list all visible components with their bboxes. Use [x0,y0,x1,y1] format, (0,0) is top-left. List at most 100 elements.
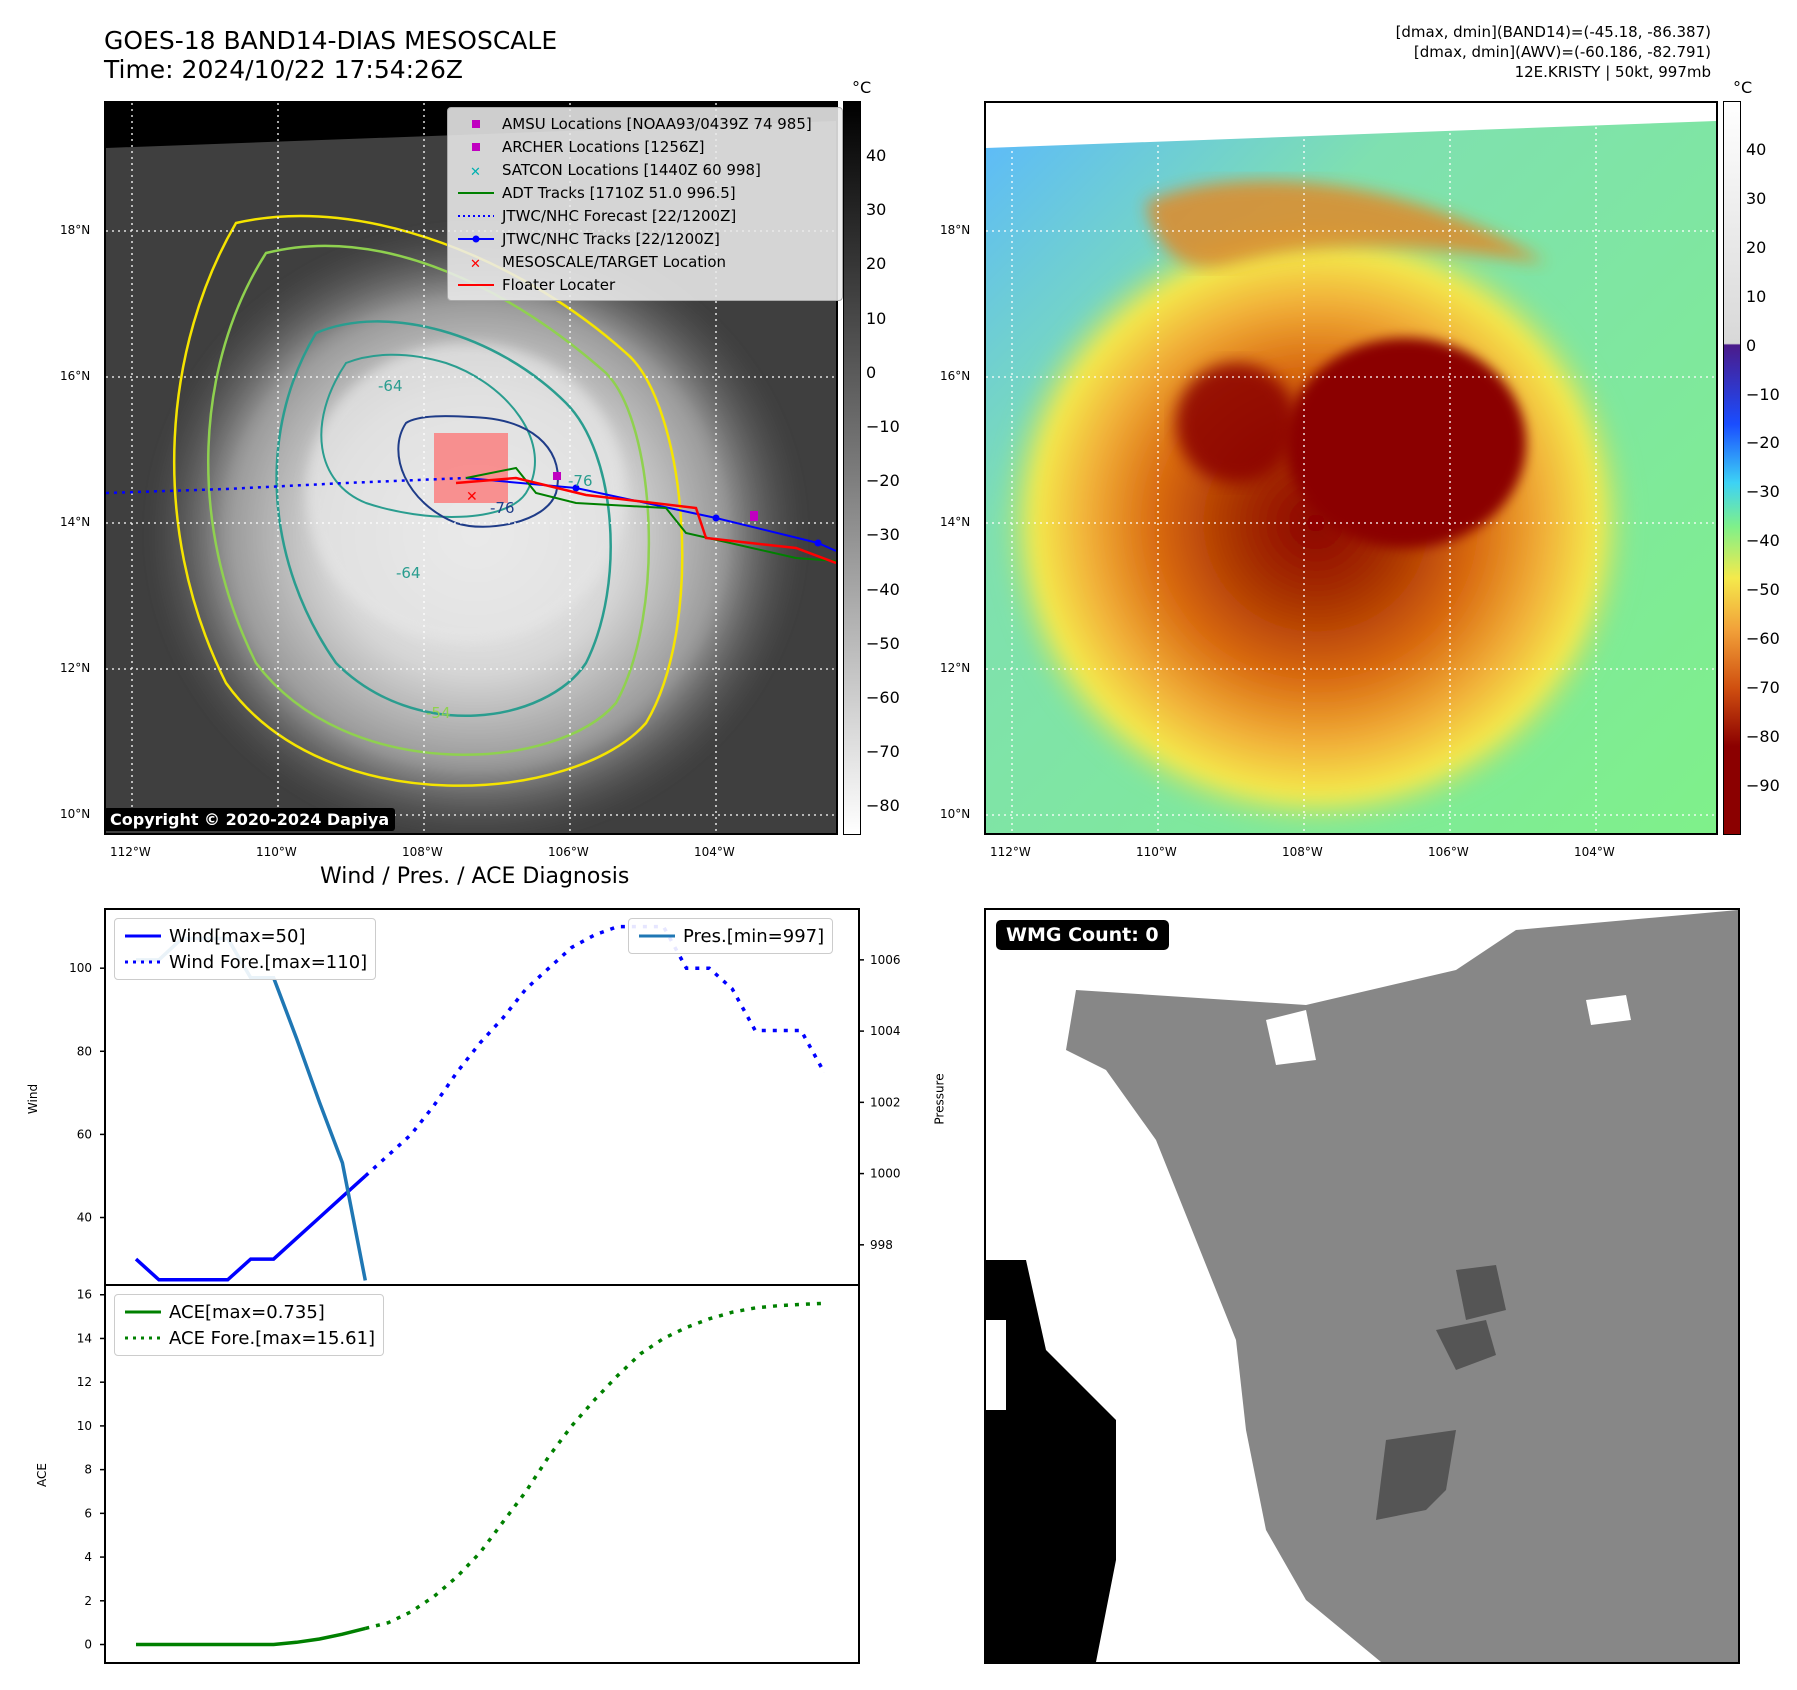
colorbar-tick-label: −10 [866,417,900,436]
svg-text:✕: ✕ [470,257,481,271]
lon-tick: 112°W [990,845,1031,859]
wmg-white-patch [1586,995,1631,1025]
colorbar-tick-label: −90 [1746,775,1780,795]
colorbar-tick-label: −30 [1746,482,1780,502]
awv-no-data-strip [986,103,1716,148]
ace-axis-tick-label: 10 [77,1419,92,1433]
amsu-location-marker [750,511,758,521]
legend-item-jtwc-tracks: JTWC/NHC Tracks [22/1200Z] [456,227,836,250]
contour-label: -76 [568,472,593,490]
target-x-marker: ✕ [466,489,478,505]
lat-tick: 14°N [940,515,971,529]
legend-label: Wind Fore.[max=110] [169,951,368,973]
legend-item-satcon: ✕ SATCON Locations [1440Z 60 998] [456,158,836,181]
legend-line-icon [458,191,494,194]
lat-tick: 16°N [940,369,971,383]
legend-label: AMSU Locations [NOAA93/0439Z 74 985] [502,114,812,133]
stats-line-2: [dmax, dmin](AWV)=(-60.186, -82.791) [1413,43,1711,61]
pressure-axis-tick-label: 1000 [870,1167,901,1181]
wind-axis-tick-label: 100 [69,961,92,975]
title-line-1: GOES-18 BAND14-DIAS MESOSCALE [104,26,558,55]
pressure-series-line-0 [136,936,368,1281]
ace-chart [104,1284,860,1664]
lat-tick: 10°N [940,807,971,821]
lat-tick: 10°N [60,807,91,821]
stats-line-3: 12E.KRISTY | 50kt, 997mb [1514,63,1711,81]
wind-axis-label: Wind [26,1083,41,1115]
band14-colorbar [843,101,861,835]
colorbar-tick-label: 10 [866,308,887,328]
chart-title: GOES-18 BAND14-DIAS MESOSCALE Time: 2024… [104,26,557,84]
wind-legend: Wind[max=50] Wind Fore.[max=110] [114,918,377,980]
legend-item-wind-forecast: Wind Fore.[max=110] [123,949,367,975]
contour-navy [397,415,559,528]
ace-axis-tick-label: 6 [84,1506,92,1520]
legend-label: Pres.[min=997] [683,925,825,947]
lon-tick: 106°W [548,845,589,859]
lon-tick: 112°W [110,845,151,859]
colorbar-tick-label: 40 [1746,140,1767,159]
wind-axis-tick-label: 60 [77,1127,92,1141]
legend-item-ace: ACE[max=0.735] [123,1299,375,1325]
legend-item-pressure: Pres.[min=997] [637,923,824,949]
contour-teal [275,320,612,717]
contour-label: -64 [396,564,421,582]
contour-label: -54 [426,704,451,722]
lon-tick: 104°W [694,845,735,859]
colorbar-tick-label: 0 [866,362,877,382]
wmg-dark-patch [1456,1265,1506,1320]
ace-axis-tick-label: 12 [77,1375,92,1389]
colorbar-tick-label: −40 [866,579,900,599]
colorbar-tick-label: 10 [1746,286,1767,306]
colorbar-tick-label: −70 [1746,677,1780,697]
legend-dotted-line-icon [125,960,161,964]
wmg-dark-patch [1436,1320,1496,1370]
ace-axis-tick-label: 0 [84,1638,92,1652]
colorbar-tick-label: −80 [866,796,900,816]
legend-item-floater: Floater Locater [456,273,836,296]
legend-label: JTWC/NHC Forecast [22/1200Z] [502,206,737,225]
colorbar-unit: °C [1733,78,1753,97]
colorbar-tick-label: −60 [1746,629,1780,648]
contour-teal-inner [320,353,536,518]
wmg-map-svg [986,910,1738,1662]
colorbar-tick-label: 30 [866,200,887,220]
jtwc-track-points [572,484,822,547]
legend-item-ace-forecast: ACE Fore.[max=15.61] [123,1325,375,1351]
awv-cold-band [1176,363,1296,483]
legend-item-amsu: AMSU Locations [NOAA93/0439Z 74 985] [456,112,836,135]
colorbar-tick-label: −20 [866,471,900,491]
colorbar-tick-label: 20 [866,254,887,274]
colorbar-tick-label: −50 [1746,580,1780,600]
awv-colorbar [1723,101,1741,835]
awv-map-svg [986,103,1716,833]
pressure-axis-tick-label: 998 [870,1238,893,1252]
lat-tick: 16°N [60,369,91,383]
lat-tick: 18°N [940,223,971,237]
colorbar-tick-label: −40 [1746,531,1780,551]
pressure-axis-tick-label: 1002 [870,1095,901,1109]
legend-dotted-line-icon [125,1336,161,1340]
floater-locater-track [455,476,836,565]
ace-axis-tick-label: 2 [84,1594,92,1608]
colorbar-tick-label: −70 [866,742,900,762]
ace-series-line-1 [364,1301,825,1631]
legend-line-dot-icon [458,235,494,242]
wmg-panel [984,908,1740,1664]
ace-axis-tick-label: 4 [84,1550,92,1564]
colorbar-tick-label: −80 [1746,726,1780,746]
legend-line-icon [639,934,675,938]
ace-axis-label: ACE [34,1463,49,1487]
lon-tick: 108°W [402,845,443,859]
legend-label: ARCHER Locations [1256Z] [502,137,705,156]
svg-text:✕: ✕ [470,165,481,179]
wmg-white-patch [1266,1010,1316,1065]
contour-light-green [207,244,651,756]
legend-item-mesoscale: ✕ MESOSCALE/TARGET Location [456,250,836,273]
map-legend: AMSU Locations [NOAA93/0439Z 74 985] ARC… [447,107,843,301]
awv-outer-band [1146,180,1546,268]
lat-tick: 18°N [60,223,91,237]
lat-tick: 12°N [940,661,971,675]
lon-tick: 110°W [1136,845,1177,859]
colorbar-unit: °C [852,78,872,97]
